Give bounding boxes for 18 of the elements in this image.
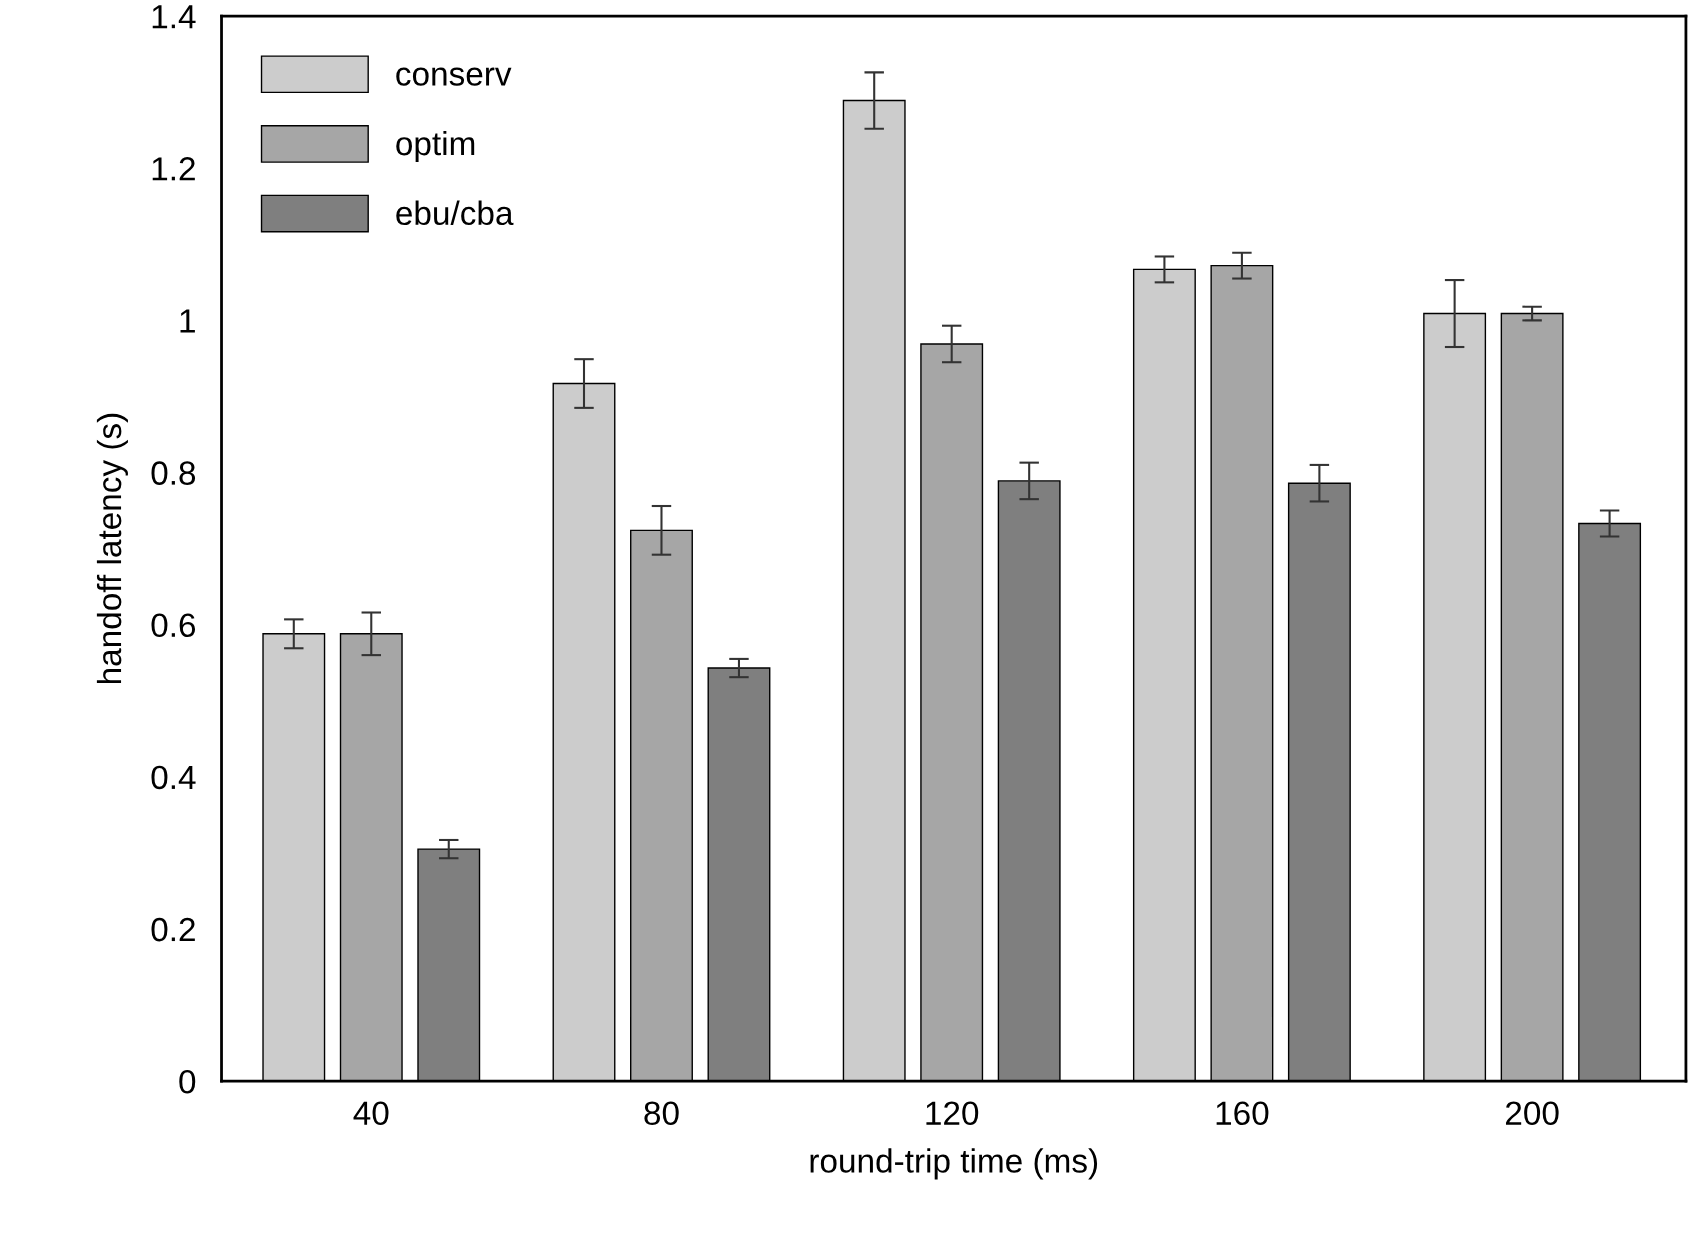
- x-tick-label: 160: [1216, 1101, 1269, 1126]
- y-tick-label: 1.4: [152, 5, 196, 29]
- legend-label: optim: [396, 130, 475, 162]
- legend-label: ebu/cba: [396, 200, 514, 226]
- legend-label: conserv: [396, 67, 512, 86]
- y-tick-label: 0.2: [151, 917, 195, 942]
- x-tick-label: 120: [926, 1101, 979, 1126]
- x-tick-label: 40: [353, 1101, 389, 1126]
- y-tick-label: 0.8: [151, 461, 196, 485]
- x-axis-title: round-trip time (ms): [810, 1148, 1098, 1180]
- y-axis-title: handoff latency (s): [96, 413, 128, 684]
- y-tick-label: 0.6: [151, 613, 196, 638]
- x-tick-label: 200: [1505, 1101, 1559, 1126]
- y-tick-label: 0.4: [151, 765, 196, 790]
- y-tick-label: 1: [180, 309, 195, 333]
- x-tick-label: 80: [644, 1101, 679, 1126]
- y-tick-label: 0: [179, 1069, 196, 1094]
- y-tick-label: 1.2: [152, 157, 195, 181]
